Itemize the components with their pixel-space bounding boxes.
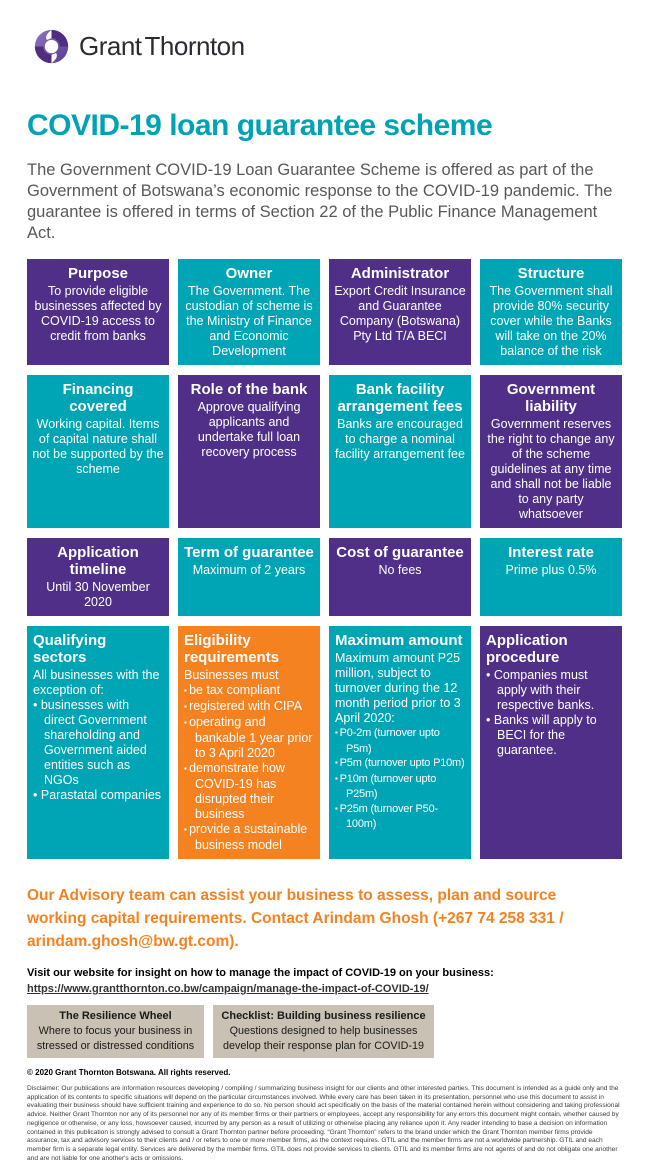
card-government-liability: Government liability Government reserves…	[480, 375, 622, 528]
card-title: Cost of guarantee	[336, 544, 464, 561]
card-title: Term of guarantee	[184, 544, 314, 561]
card-title: Bank facility arrangement fees	[337, 381, 463, 415]
card-application-procedure: Application procedure Companies must app…	[480, 626, 622, 859]
card-bank-facility-fees: Bank facility arrangement fees Banks are…	[329, 375, 471, 528]
card-body: The Government. The custodian of scheme …	[185, 284, 313, 358]
card-body: Banks are encouraged to charge a nominal…	[335, 417, 465, 461]
disclaimer: Disclaimer: Our publications are informa…	[27, 1085, 620, 1162]
card-intro: Maximum amount P25 million, subject to t…	[335, 651, 461, 725]
card-financing-covered: Financing covered Working capital. Items…	[27, 375, 169, 528]
card-body: Export Credit Insurance and Guarantee Co…	[334, 284, 466, 343]
resource-boxes: The Resilience Wheel Where to focus your…	[27, 1005, 620, 1058]
card-role-of-the-bank: Role of the bank Approve qualifying appl…	[178, 375, 320, 528]
advisory-note: Our Advisory team can assist your busine…	[27, 887, 564, 950]
card-title: Maximum amount	[335, 632, 463, 649]
card-eligibility-requirements: Eligibility requirements Businesses must…	[178, 626, 320, 859]
card-purpose: Purpose To provide eligible businesses a…	[27, 259, 169, 365]
card-body: Approve qualifying applicants and undert…	[197, 400, 301, 459]
card-title: Application timeline	[57, 544, 139, 578]
info-grid: Purpose To provide eligible businesses a…	[27, 259, 622, 859]
grant-thornton-logo: Grant Thornton	[33, 28, 620, 65]
card-bullet: Parastatal companies	[33, 788, 163, 803]
card-title: Purpose	[67, 265, 128, 282]
resource-title: The Resilience Wheel	[59, 1010, 172, 1022]
resource-body: Where to focus your business in stressed…	[36, 1025, 195, 1052]
website-prompt: Visit our website for insight on how to …	[27, 967, 494, 979]
card-body: To provide eligible businesses affected …	[34, 284, 162, 343]
page-title: COVID-19 loan guarantee scheme	[27, 109, 493, 142]
card-bullet: Companies must apply with their respecti…	[486, 668, 616, 713]
card-title: Role of the bank	[190, 381, 308, 398]
card-intro: Businesses must	[184, 668, 279, 682]
card-body: The Government shall provide 80% securit…	[489, 284, 613, 358]
card-bullet: demonstrate how COVID-19 has disrupted t…	[184, 761, 314, 822]
resource-resilience-wheel: The Resilience Wheel Where to focus your…	[27, 1005, 204, 1058]
card-structure: Structure The Government shall provide 8…	[480, 259, 622, 365]
card-title: Owner	[225, 265, 273, 282]
card-body: Prime plus 0.5%	[505, 563, 597, 577]
card-body: Government reserves the right to change …	[487, 417, 615, 521]
card-maximum-amount: Maximum amount Maximum amount P25 millio…	[329, 626, 471, 859]
card-intro: All businesses with the exception of:	[33, 668, 160, 697]
resource-body: Questions designed to help businesses de…	[222, 1025, 425, 1052]
card-body: Working capital. Items of capital nature…	[32, 417, 164, 476]
card-body: Until 30 November 2020	[46, 580, 150, 609]
card-bullet: operating and bankable 1 year prior to 3…	[184, 715, 314, 761]
card-bullet: P5m (turnover upto P10m)	[335, 756, 465, 772]
card-bullet: P10m (turnover upto P25m)	[335, 772, 465, 802]
card-title: Application procedure	[486, 632, 568, 666]
card-bullet: businesses with direct Government shareh…	[33, 698, 163, 788]
card-bullet-list: be tax compliant registered with CIPA op…	[184, 683, 314, 853]
card-bullet: Banks will apply to BECI for the guarant…	[486, 713, 616, 758]
card-title: Eligibility requirements	[184, 632, 280, 666]
card-term-of-guarantee: Term of guarantee Maximum of 2 years	[178, 538, 320, 616]
card-bullet: be tax compliant	[184, 683, 314, 699]
card-bullet-list: businesses with direct Government shareh…	[33, 698, 163, 803]
card-bullet: P25m (turnover P50-100m)	[335, 802, 465, 832]
website-link[interactable]: https://www.grantthornton.co.bw/campaign…	[27, 983, 429, 995]
card-body: Maximum of 2 years	[192, 563, 306, 577]
logo-word-grant: Grant	[79, 31, 142, 61]
card-title: Administrator	[350, 265, 450, 282]
card-owner: Owner The Government. The custodian of s…	[178, 259, 320, 365]
card-title: Government liability	[506, 381, 596, 415]
logo-word-thornton: Thornton	[144, 31, 246, 61]
grant-thornton-swirl-icon	[34, 29, 69, 64]
card-interest-rate: Interest rate Prime plus 0.5%	[480, 538, 622, 616]
copyright: © 2020 Grant Thornton Botswana. All righ…	[27, 1068, 231, 1077]
resource-title: Checklist: Building business resilience	[221, 1010, 426, 1022]
card-title: Financing covered	[62, 381, 134, 415]
resource-checklist: Checklist: Building business resilience …	[213, 1005, 434, 1058]
card-title: Structure	[517, 265, 585, 282]
card-administrator: Administrator Export Credit Insurance an…	[329, 259, 471, 365]
card-bullet-list: P0-2m (turnover upto P5m) P5m (turnover …	[335, 726, 465, 832]
card-cost-of-guarantee: Cost of guarantee No fees	[329, 538, 471, 616]
card-bullet: registered with CIPA	[184, 699, 314, 715]
card-title: Interest rate	[508, 544, 594, 561]
card-bullet: provide a sustainable business model	[184, 822, 314, 853]
card-application-timeline: Application timeline Until 30 November 2…	[27, 538, 169, 616]
logo-wordmark: Grant Thornton	[79, 31, 245, 62]
card-bullet-list: Companies must apply with their respecti…	[486, 668, 616, 758]
card-bullet: P0-2m (turnover upto P5m)	[335, 726, 465, 756]
card-qualifying-sectors: Qualifying sectors All businesses with t…	[27, 626, 169, 859]
intro-paragraph: The Government COVID-19 Loan Guarantee S…	[27, 161, 613, 242]
card-body: No fees	[378, 563, 422, 577]
card-title: Qualifying sectors	[33, 632, 107, 666]
